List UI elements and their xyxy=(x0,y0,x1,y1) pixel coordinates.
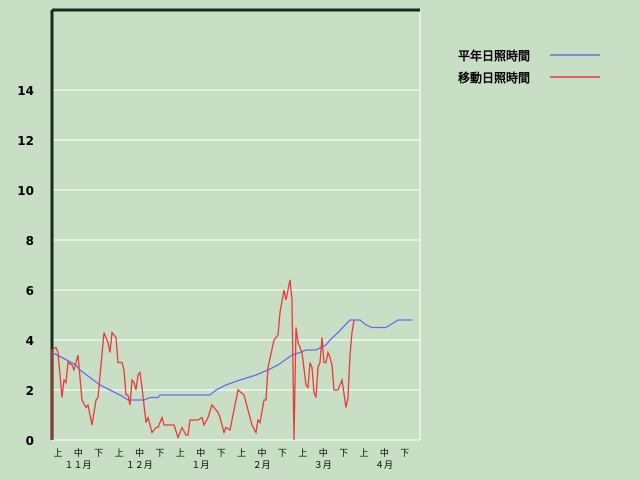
y-tick-label: 12 xyxy=(17,134,34,148)
y-tick-label: 10 xyxy=(17,184,34,198)
legend-label-moving: 移動日照時間 xyxy=(458,71,531,85)
x-dekad-label: 下 xyxy=(94,449,103,459)
y-tick-label: 2 xyxy=(26,384,34,398)
x-month-label: ２月 xyxy=(253,460,271,471)
x-dekad-label: 下 xyxy=(278,449,287,459)
x-dekad-label: 上 xyxy=(237,448,246,459)
y-tick-label: 14 xyxy=(17,84,34,98)
x-dekad-label: 上 xyxy=(115,448,124,459)
x-month-label: １月 xyxy=(191,460,209,471)
y-tick-label: 4 xyxy=(26,334,34,348)
x-dekad-label: 下 xyxy=(217,449,226,459)
x-dekad-label: 中 xyxy=(196,447,205,459)
x-dekad-label: 下 xyxy=(339,449,348,459)
x-month-label: １２月 xyxy=(126,460,153,471)
x-month-label: ４月 xyxy=(375,460,393,471)
x-dekad-label: 中 xyxy=(319,447,328,459)
y-tick-label: 0 xyxy=(26,434,34,448)
x-dekad-label: 下 xyxy=(155,449,164,459)
x-month-label: ３月 xyxy=(314,460,332,471)
x-dekad-label: 中 xyxy=(257,447,266,459)
y-tick-label: 6 xyxy=(26,284,34,298)
x-dekad-label: 上 xyxy=(176,448,185,459)
x-dekad-label: 上 xyxy=(359,448,368,459)
series-line-2 xyxy=(51,279,355,441)
x-dekad-label: 中 xyxy=(380,447,389,459)
x-month-label: １１月 xyxy=(64,460,91,471)
x-dekad-label: 上 xyxy=(53,448,62,459)
x-dekad-label: 中 xyxy=(74,447,83,459)
series-line-1 xyxy=(51,319,412,401)
x-dekad-label: 中 xyxy=(135,447,144,459)
x-dekad-label: 上 xyxy=(298,448,307,459)
x-dekad-label: 下 xyxy=(400,449,409,459)
legend-label-normal: 平年日照時間 xyxy=(458,49,531,63)
y-tick-label: 8 xyxy=(26,234,34,248)
